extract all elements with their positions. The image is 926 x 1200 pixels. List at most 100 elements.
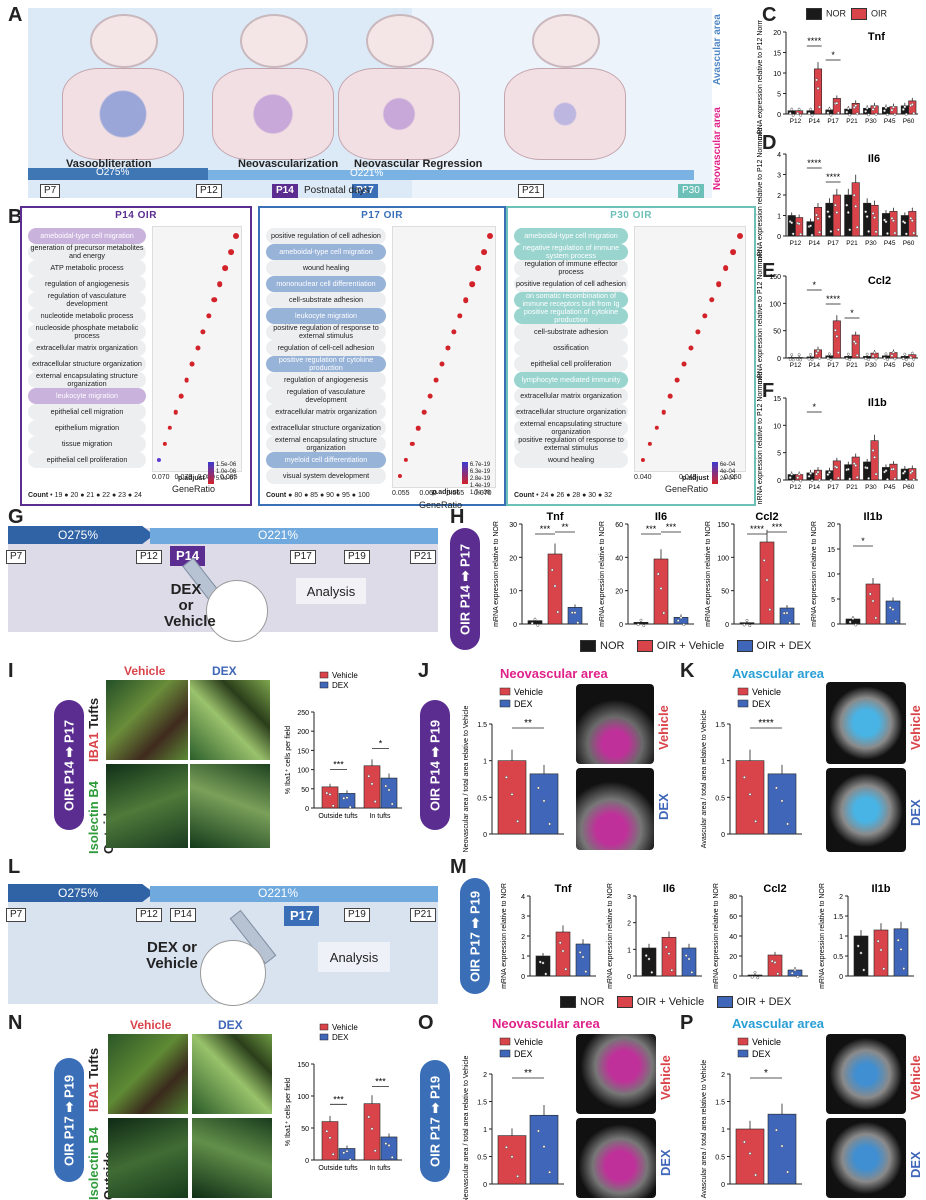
data-point	[584, 970, 588, 974]
significance-marker: ***	[540, 524, 551, 534]
bar-oir	[908, 100, 917, 115]
data-point	[647, 957, 651, 961]
data-point	[855, 353, 859, 357]
significance-marker: ****	[826, 294, 841, 304]
go-term-label: adaptive immune response based on somati…	[514, 284, 628, 316]
data-point	[874, 616, 878, 620]
panel-label-n: N	[8, 1012, 23, 1034]
go-dot	[211, 297, 218, 303]
go-tick-label: 0.080	[197, 474, 215, 481]
data-point	[780, 1144, 784, 1148]
data-point	[852, 106, 856, 109]
go-count-legend: Count • 19 ● 20 ● 21 ● 22 ● 23 ● 24	[28, 492, 142, 499]
data-point	[829, 113, 833, 117]
panel-label-m: M	[450, 856, 467, 878]
y-axis-label: mRNA expression relative to NOR	[607, 883, 614, 989]
bar-dex	[529, 1114, 559, 1185]
go-dot	[716, 281, 722, 287]
data-point	[912, 111, 916, 115]
legend-dex: DEX	[332, 681, 349, 690]
go-dot	[486, 233, 493, 239]
data-point	[848, 477, 852, 481]
data-point	[882, 967, 886, 971]
data-point	[553, 584, 557, 588]
bar-nor	[641, 947, 657, 977]
avascular-chart-p14-p19: Vehicle DEX 0 0.5 1 1.5 Avascular area / total…	[701, 687, 802, 848]
timeline-bar-normoxia	[208, 170, 694, 180]
panel-label-d: D	[762, 132, 777, 154]
legend-swatch-dex	[716, 996, 733, 1009]
bar-nor	[863, 461, 872, 481]
bar-nor	[806, 356, 815, 359]
data-point	[883, 356, 886, 360]
retina-image	[576, 1034, 656, 1114]
padj-colorbar	[711, 462, 718, 484]
panel-a-legend: Neovascular area Avascular area	[712, 14, 726, 190]
legend-oir: OIR	[871, 8, 888, 19]
bar-vehicle	[759, 541, 775, 625]
bar-dex	[893, 928, 909, 977]
go-term-label: regulation of vasculature development	[28, 292, 146, 308]
timepoint-p14: P14	[272, 184, 298, 198]
data-point	[776, 972, 780, 976]
micrograph	[192, 1118, 272, 1198]
timepoint-p14: P14	[170, 908, 196, 922]
bar-nor	[900, 215, 909, 237]
data-point	[836, 476, 840, 480]
legend-neovascular: Neovascular area	[712, 107, 723, 190]
go-term-label: regulation of immune effector process	[514, 260, 628, 276]
y-tick-label: 1.5	[477, 722, 487, 729]
bar-nor	[844, 464, 853, 481]
data-point	[538, 960, 542, 964]
bar-dex	[681, 947, 697, 977]
significance-marker: ****	[807, 36, 822, 46]
data-point	[390, 802, 394, 806]
data-point	[659, 587, 663, 590]
go-dot	[206, 313, 212, 319]
go-dot	[173, 409, 178, 415]
panel-label-f: F	[762, 380, 775, 402]
y-tick-label: 10	[773, 423, 781, 430]
data-point	[846, 107, 850, 110]
significance-marker: *	[850, 308, 854, 318]
go-dot	[736, 233, 743, 239]
data-point	[796, 476, 800, 480]
col-label-vehicle: Vehicle	[130, 1018, 172, 1032]
legend-vehicle: Vehicle	[332, 1023, 358, 1032]
go-padj-legend: p.adjust 6e-04 4e-04 2e-04	[682, 462, 736, 484]
go-term-label: positive regulation of response to exter…	[514, 436, 628, 452]
go-tick-label: 0.070	[474, 490, 492, 497]
data-point	[826, 210, 830, 214]
data-point	[873, 351, 877, 354]
y-tick-label: 0	[777, 234, 781, 241]
bar-oir	[832, 98, 841, 115]
data-point	[836, 228, 840, 232]
data-point	[809, 353, 813, 356]
legend-swatch-vehicle	[319, 671, 329, 679]
y-tick-label: 15	[773, 51, 781, 58]
go-term-label: positive regulation of cytokine producti…	[266, 356, 386, 372]
bar-vehicle	[865, 583, 881, 625]
y-tick-label: 0.5	[477, 795, 487, 802]
go-term-label: ameboidal-type cell migration	[514, 228, 628, 244]
o2-low-label: O221%	[350, 168, 384, 179]
y-tick-label: 0	[513, 622, 517, 629]
neovascular-chart-p14-p19: Vehicle DEX 0 0.5 1 1.5 Neovascular area / tot…	[463, 687, 564, 852]
data-point	[865, 466, 869, 470]
data-point	[883, 109, 886, 113]
data-point	[650, 970, 654, 974]
data-point	[874, 472, 878, 476]
data-point	[536, 623, 540, 627]
go-term-label: cell-substrate adhesion	[514, 324, 628, 340]
bar-nor	[739, 622, 755, 625]
go-term-label: ossification	[514, 340, 628, 356]
data-point	[790, 221, 794, 225]
condition-pill: OIR P17 ➡ P19	[460, 878, 490, 994]
data-point	[862, 968, 866, 972]
data-point	[852, 340, 856, 344]
h-legend: NOR OIR + Vehicle OIR + DEX	[580, 640, 811, 653]
data-point	[684, 954, 688, 958]
data-point	[542, 799, 546, 803]
bar-vehicle	[497, 760, 527, 835]
go-padj-legend: p.adjust 1.5e-06 1.0e-06 5.0e-07	[178, 462, 237, 484]
